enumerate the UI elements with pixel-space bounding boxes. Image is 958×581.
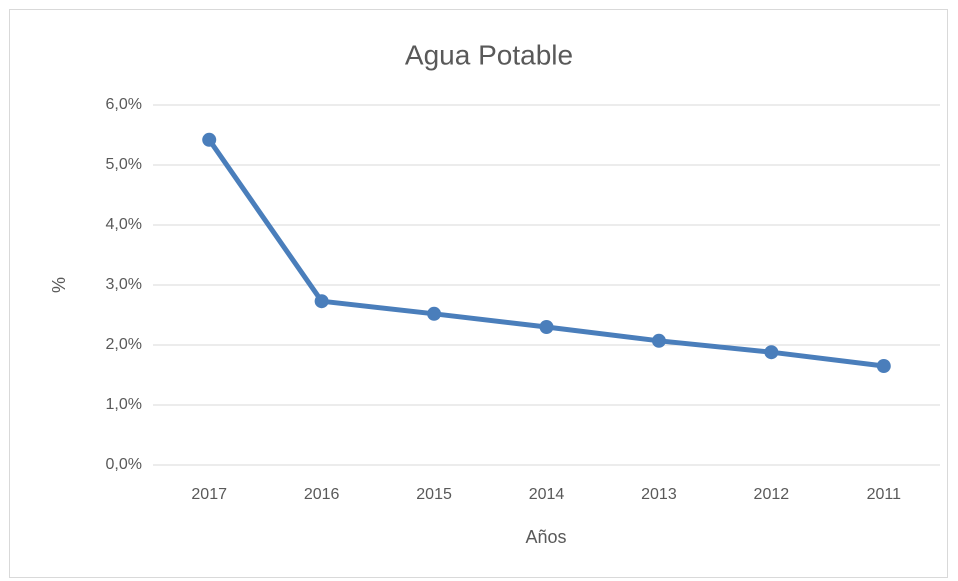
y-tick-label: 5,0% xyxy=(106,156,142,173)
y-axis-title: % xyxy=(49,277,69,293)
chart-frame xyxy=(9,9,948,578)
y-tick-label: 6,0% xyxy=(106,96,142,113)
chart-title: Agua Potable xyxy=(405,39,573,70)
x-tick-label: 2015 xyxy=(416,486,452,503)
series-marker xyxy=(202,132,217,147)
series-marker xyxy=(764,345,779,360)
series-marker xyxy=(314,294,329,309)
y-tick-label: 0,0% xyxy=(106,456,142,473)
x-tick-label: 2013 xyxy=(641,486,677,503)
x-axis-title: Años xyxy=(525,527,566,547)
y-tick-label: 2,0% xyxy=(106,336,142,353)
x-tick-label: 2014 xyxy=(529,486,565,503)
series-marker xyxy=(651,333,666,348)
series-marker xyxy=(539,320,554,334)
x-tick-label: 2017 xyxy=(191,486,227,503)
series-marker xyxy=(427,306,442,321)
series-marker xyxy=(876,359,891,373)
x-tick-label: 2016 xyxy=(304,486,340,503)
x-tick-label: 2011 xyxy=(867,486,902,503)
y-tick-label: 4,0% xyxy=(106,216,142,233)
y-tick-label: 1,0% xyxy=(106,396,142,413)
y-tick-label: 3,0% xyxy=(106,276,142,293)
x-tick-label: 2012 xyxy=(754,486,790,503)
